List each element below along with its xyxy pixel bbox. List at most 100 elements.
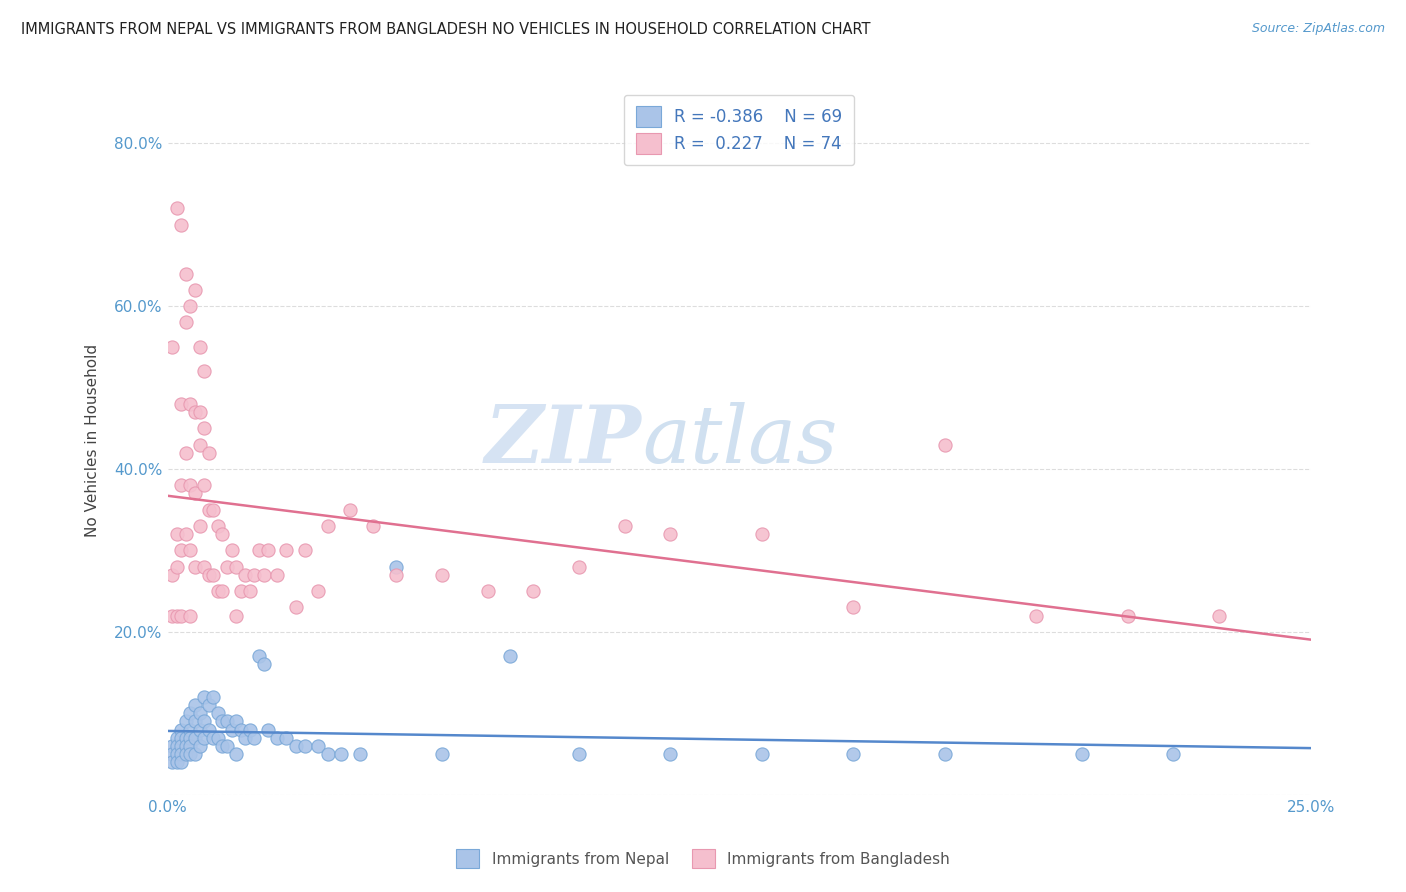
Point [243,567,266,582]
Point [257,723,280,737]
Point [160,340,183,354]
Point [174,316,197,330]
Point [294,739,316,753]
Point [207,706,229,721]
Point [430,567,453,582]
Point [170,397,193,411]
Point [1208,608,1230,623]
Point [174,527,197,541]
Point [179,608,201,623]
Point [160,755,183,769]
Point [842,747,865,761]
Point [211,584,233,599]
Point [1025,608,1047,623]
Point [284,739,307,753]
Point [659,747,682,761]
Point [294,543,316,558]
Point [266,567,288,582]
Point [211,739,233,753]
Text: ZIP: ZIP [485,401,643,479]
Point [229,723,252,737]
Point [568,559,591,574]
Point [934,747,956,761]
Point [233,567,256,582]
Point [385,567,408,582]
Point [170,747,193,761]
Point [197,446,219,460]
Point [247,649,270,664]
Legend: R = -0.386    N = 69, R =  0.227    N = 74: R = -0.386 N = 69, R = 0.227 N = 74 [624,95,853,165]
Point [363,519,385,533]
Point [179,397,201,411]
Point [193,478,215,492]
Point [842,600,865,615]
Point [243,731,266,745]
Point [188,519,211,533]
Point [316,747,339,761]
Text: atlas: atlas [643,401,838,479]
Point [188,723,211,737]
Point [188,437,211,451]
Point [160,739,183,753]
Point [197,502,219,516]
Point [179,543,201,558]
Point [166,747,188,761]
Point [247,543,270,558]
Point [202,567,225,582]
Point [252,567,274,582]
Point [184,283,207,297]
Point [215,739,238,753]
Point [477,584,499,599]
Point [166,202,188,216]
Point [197,723,219,737]
Point [202,731,225,745]
Point [613,519,636,533]
Point [174,714,197,729]
Point [193,364,215,378]
Point [207,731,229,745]
Point [568,747,591,761]
Point [166,755,188,769]
Point [316,519,339,533]
Point [170,723,193,737]
Point [266,731,288,745]
Point [284,600,307,615]
Point [179,723,201,737]
Point [160,567,183,582]
Point [385,559,408,574]
Point [160,747,183,761]
Point [170,218,193,232]
Point [179,739,201,753]
Point [239,584,262,599]
Point [1071,747,1094,761]
Point [202,502,225,516]
Point [174,267,197,281]
Point [179,731,201,745]
Point [239,723,262,737]
Point [193,714,215,729]
Point [188,706,211,721]
Point [179,478,201,492]
Point [499,649,522,664]
Point [184,405,207,419]
Point [170,543,193,558]
Point [934,437,956,451]
Point [1116,608,1139,623]
Point [307,584,329,599]
Point [188,340,211,354]
Point [349,747,371,761]
Point [174,731,197,745]
Legend: Immigrants from Nepal, Immigrants from Bangladesh: Immigrants from Nepal, Immigrants from B… [449,841,957,875]
Point [221,723,243,737]
Point [257,543,280,558]
Point [193,690,215,704]
Point [166,527,188,541]
Point [233,731,256,745]
Point [188,405,211,419]
Point [166,739,188,753]
Point [307,739,329,753]
Point [193,559,215,574]
Point [170,739,193,753]
Point [174,739,197,753]
Point [225,559,247,574]
